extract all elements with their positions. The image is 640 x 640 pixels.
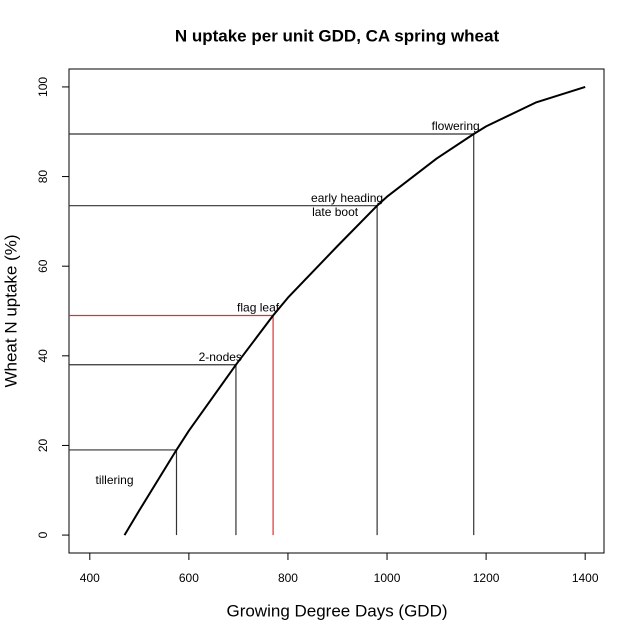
x-tick-label: 800 xyxy=(278,571,298,585)
y-axis-title: Wheat N uptake (%) xyxy=(1,234,20,387)
x-tick-label: 1400 xyxy=(572,571,599,585)
stage-label: flowering xyxy=(432,119,480,133)
stage-label: tillering xyxy=(95,473,133,487)
y-tick-label: 80 xyxy=(36,170,50,184)
x-tick-label: 1200 xyxy=(473,571,500,585)
x-tick-label: 400 xyxy=(80,571,100,585)
x-tick-label: 600 xyxy=(179,571,199,585)
stage-label: early heading xyxy=(311,191,383,205)
x-axis-title: Growing Degree Days (GDD) xyxy=(226,601,447,620)
y-tick-label: 20 xyxy=(36,438,50,452)
y-tick-label: 60 xyxy=(36,259,50,273)
x-tick-label: 1000 xyxy=(374,571,401,585)
y-tick-label: 40 xyxy=(36,349,50,363)
y-tick-label: 0 xyxy=(36,531,50,538)
y-tick-label: 100 xyxy=(36,77,50,97)
stage-label: late boot xyxy=(312,205,359,219)
stage-label: flag leaf xyxy=(237,301,280,315)
plot-frame xyxy=(68,68,605,554)
stage-label: 2-nodes xyxy=(199,350,242,364)
chart-title: N uptake per unit GDD, CA spring wheat xyxy=(175,26,500,45)
uptake-curve xyxy=(123,85,586,536)
